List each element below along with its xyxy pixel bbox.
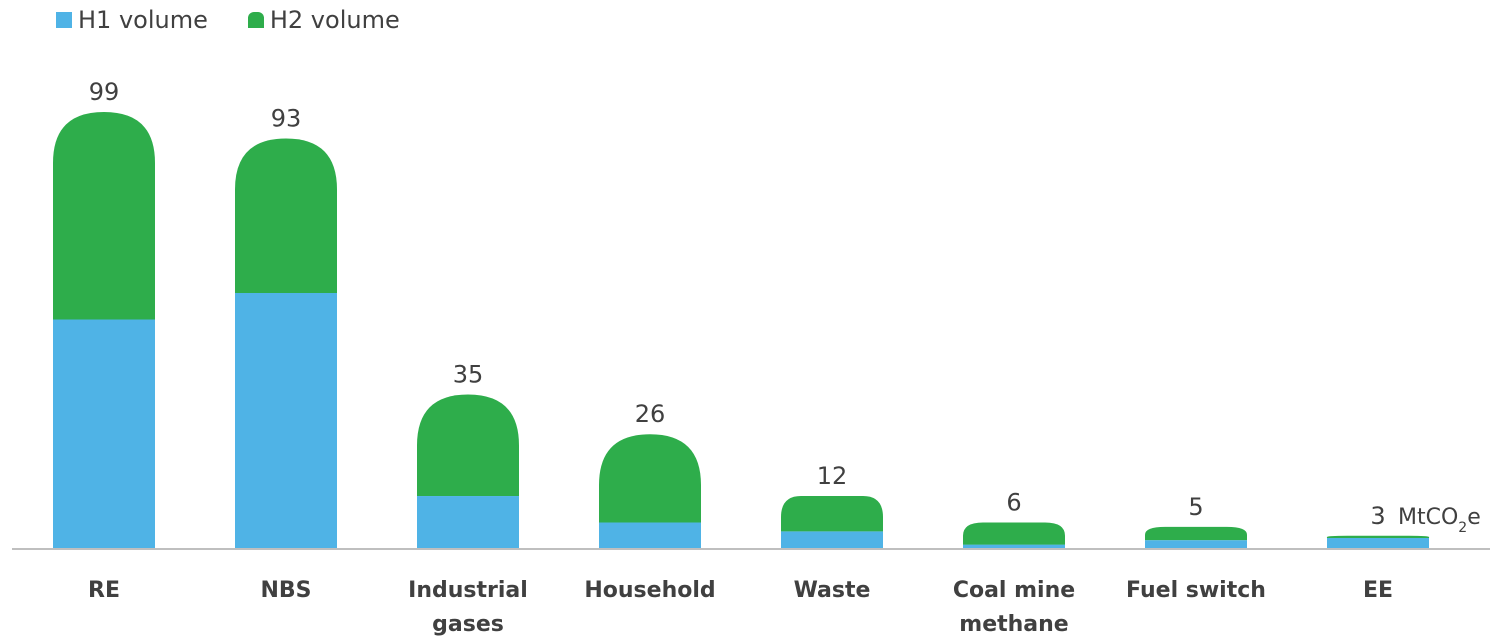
legend-item-h1: H1 volume (56, 6, 208, 34)
category-label-4-0: Waste (794, 578, 871, 603)
bar-h2-6 (1145, 526, 1247, 541)
bar-h2-2 (417, 394, 519, 497)
total-label-7: 3 (1370, 502, 1385, 530)
total-label-4: 12 (817, 462, 848, 490)
bar-h1-0 (53, 319, 155, 549)
bar-h2-5 (963, 522, 1065, 545)
bar-h1-6 (1145, 540, 1247, 549)
labels-group: 99RE93NBS35Industrialgases26Household12W… (88, 78, 1481, 637)
bar-h1-2 (417, 496, 519, 549)
legend-swatch-h2 (247, 12, 264, 28)
category-label-2-0: Industrial (408, 578, 528, 603)
bar-h2-7 (1327, 535, 1429, 538)
total-label-6: 5 (1188, 493, 1203, 521)
bar-h1-7 (1327, 537, 1429, 549)
bar-h2-4 (781, 496, 883, 532)
legend-label-h2: H2 volume (269, 6, 400, 34)
category-label-1-0: NBS (260, 578, 311, 603)
category-label-7-0: EE (1363, 578, 1393, 603)
legend-swatch-h1 (56, 12, 72, 28)
bar-h2-3 (599, 434, 701, 523)
category-label-0-0: RE (88, 578, 120, 603)
bars-group (53, 112, 1429, 549)
bar-h1-4 (781, 531, 883, 549)
total-label-2: 35 (453, 361, 484, 389)
category-label-5-1: methane (959, 612, 1068, 637)
total-label-1: 93 (271, 104, 302, 132)
total-label-3: 26 (635, 400, 666, 428)
category-label-5-0: Coal mine (953, 578, 1075, 603)
legend-item-h2: H2 volume (247, 6, 400, 34)
total-label-5: 6 (1006, 489, 1021, 517)
bar-h1-1 (235, 292, 337, 549)
category-label-2-1: gases (432, 612, 504, 637)
bar-h1-5 (963, 544, 1065, 549)
category-label-6-0: Fuel switch (1126, 578, 1266, 603)
bar-h2-0 (53, 112, 155, 320)
category-label-3-0: Household (584, 578, 715, 603)
legend-label-h1: H1 volume (78, 6, 208, 34)
legend: H1 volume H2 volume (56, 6, 440, 34)
bar-h2-1 (235, 138, 337, 293)
unit-label: MtCO2e (1398, 505, 1481, 536)
bar-h1-3 (599, 522, 701, 549)
total-label-0: 99 (89, 78, 120, 106)
